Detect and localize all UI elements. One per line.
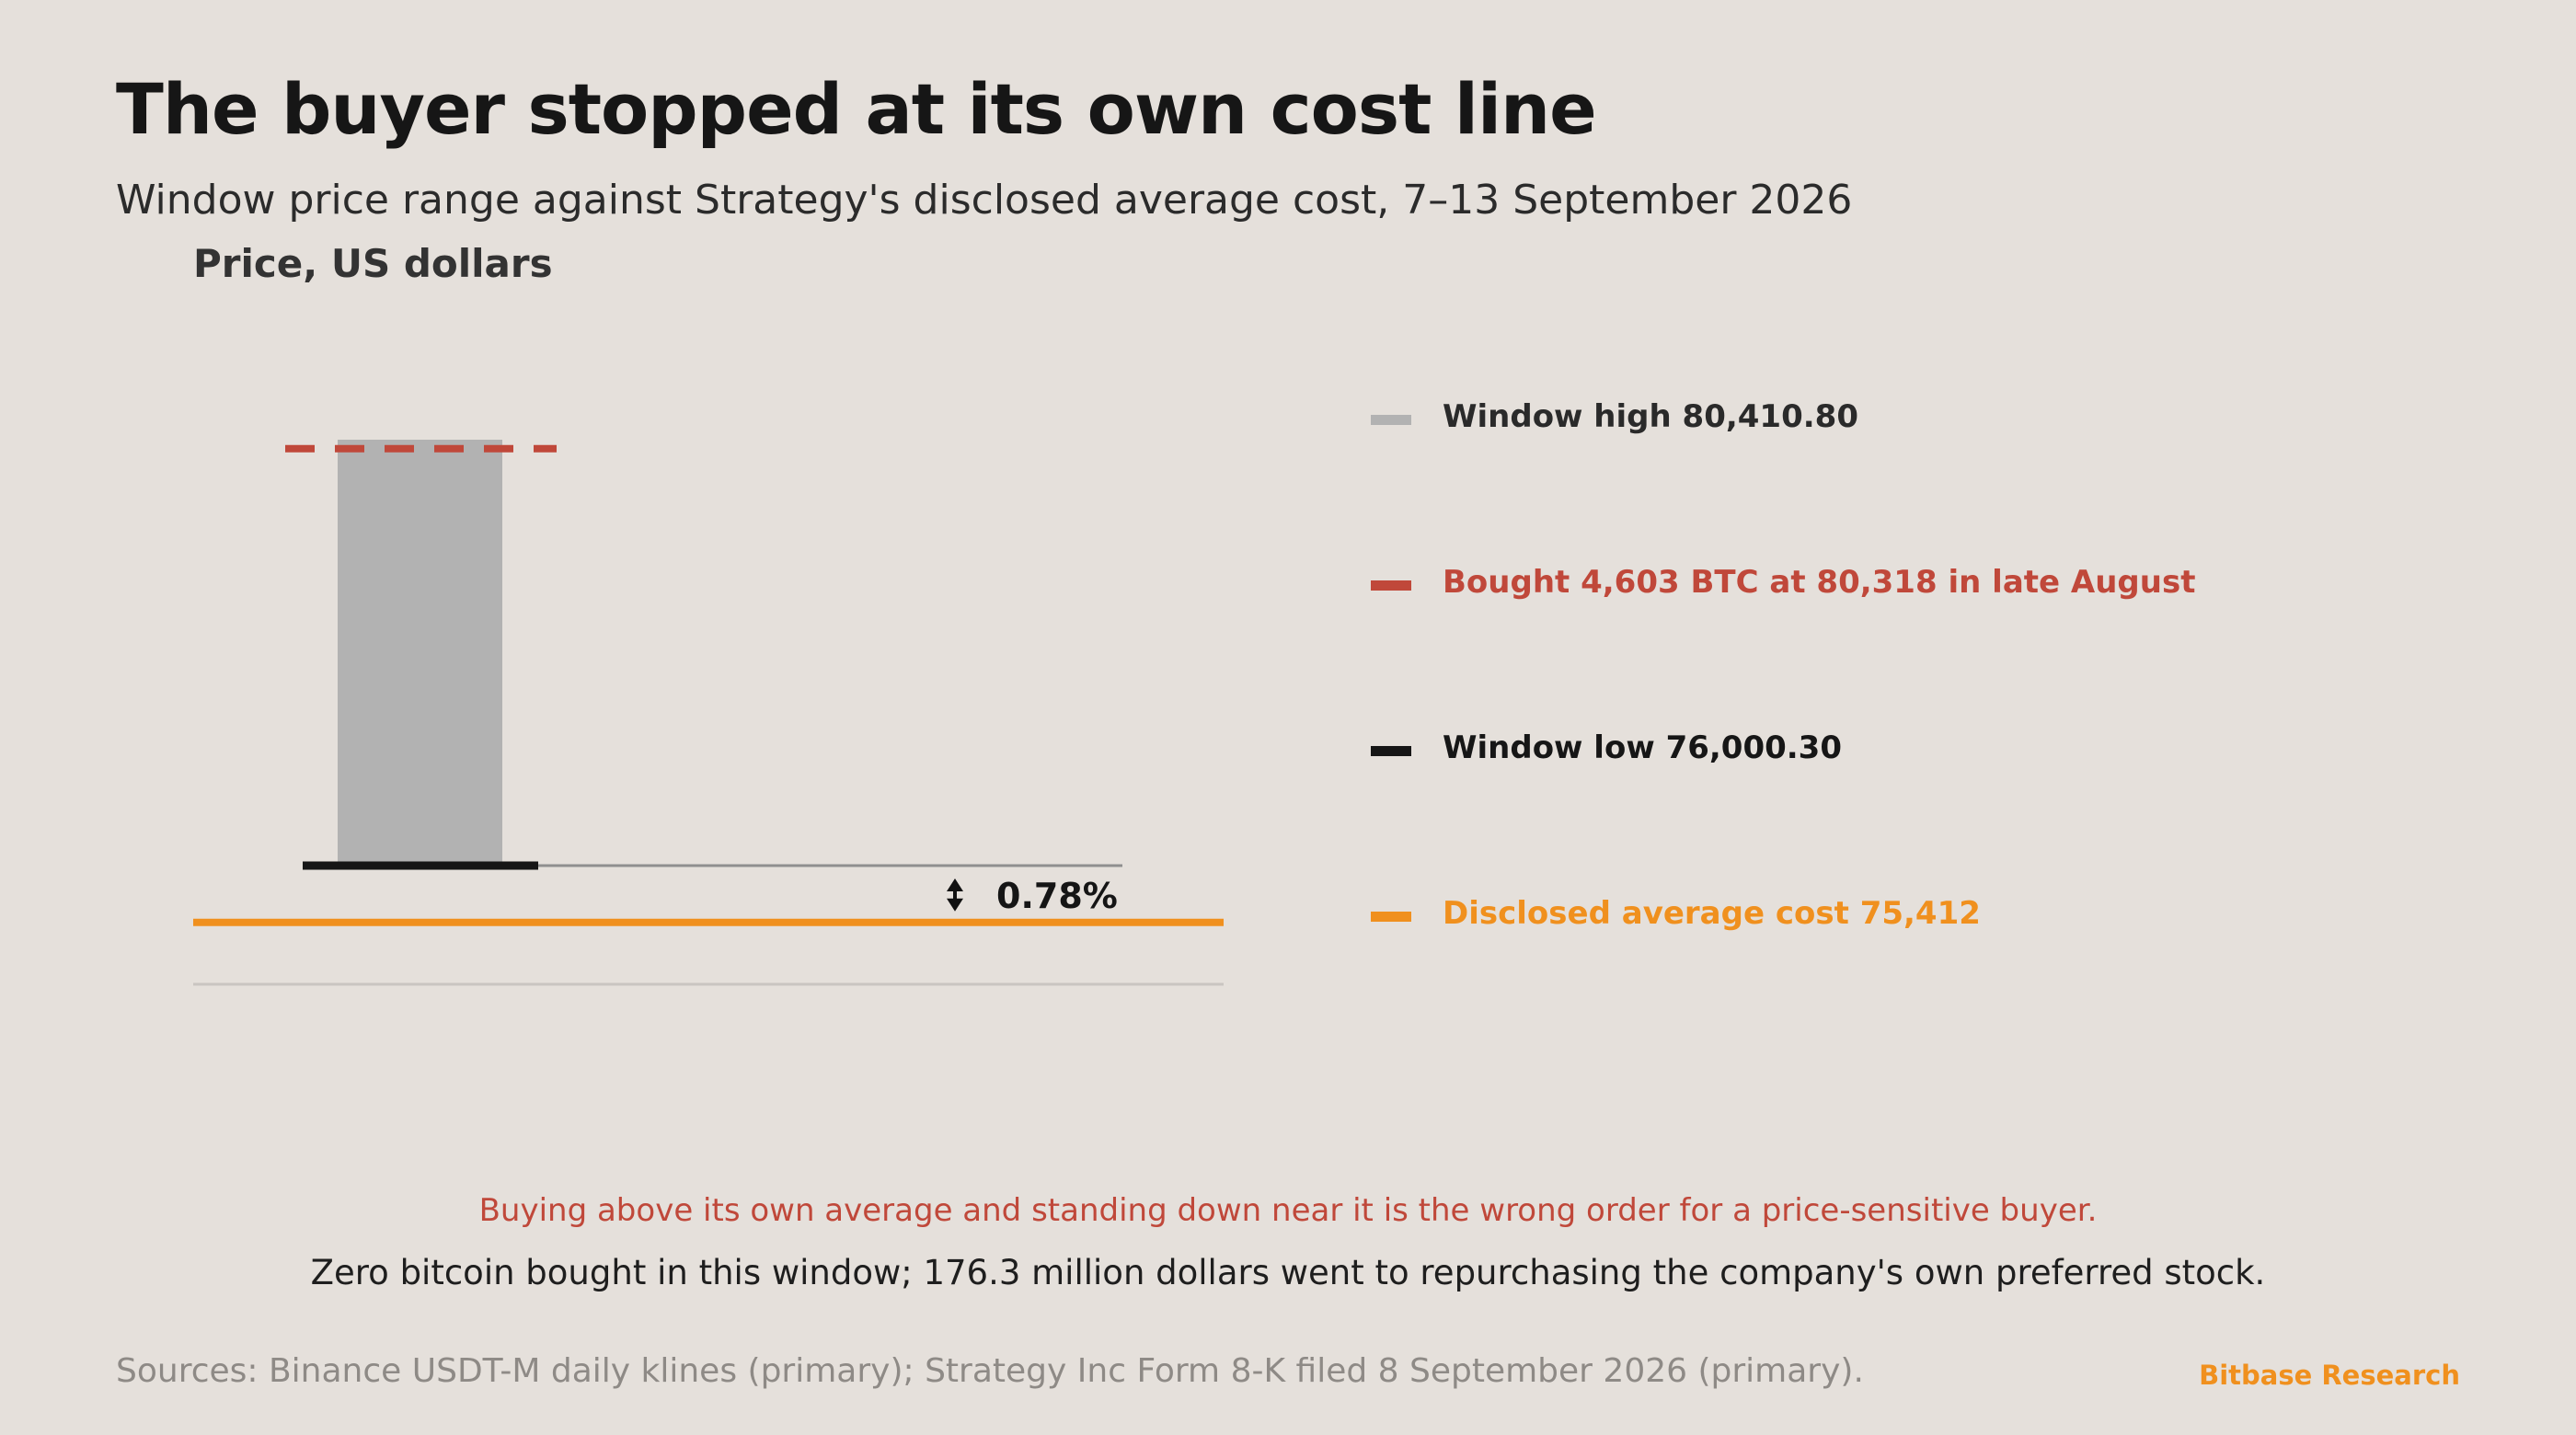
context-note: Zero bitcoin bought in this window; 176.… (310, 1253, 2266, 1292)
legend-swatch (1371, 415, 1411, 425)
legend-label: Bought 4,603 BTC at 80,318 in late Augus… (1443, 564, 2196, 601)
takeaway-note: Buying above its own average and standin… (478, 1192, 2098, 1229)
y-axis-label: Price, US dollars (193, 241, 553, 286)
legend-window-low: Window low 76,000.30 (1371, 722, 2199, 777)
chart-subtitle: Window price range against Strategy's di… (116, 177, 1853, 224)
sources-footnote: Sources: Binance USDT-M daily klines (pr… (116, 1352, 1864, 1390)
window-range-bar (338, 440, 502, 866)
legend-swatch (1371, 912, 1411, 922)
chart-title: The buyer stopped at its own cost line (116, 68, 1597, 150)
legend-average-cost: Disclosed average cost 75,412 (1371, 888, 2199, 943)
chart-plot: 0.78% (193, 440, 1224, 986)
gap-arrow-down-head (947, 898, 963, 912)
legend-label: Window high 80,410.80 (1443, 398, 1858, 435)
chart-marks: 0.78% (193, 440, 1224, 986)
legend-swatch (1371, 746, 1411, 756)
legend-label: Window low 76,000.30 (1443, 729, 1842, 766)
gap-arrow-up-head (947, 878, 963, 891)
legend-window-high: Window high 80,410.80 (1371, 391, 2199, 446)
gap-percent-label: 0.78% (996, 876, 1118, 916)
legend-label: Disclosed average cost 75,412 (1443, 895, 1981, 932)
legend-swatch (1371, 580, 1411, 591)
legend-august-purchase: Bought 4,603 BTC at 80,318 in late Augus… (1371, 557, 2199, 612)
brand-label: Bitbase Research (2199, 1360, 2460, 1391)
